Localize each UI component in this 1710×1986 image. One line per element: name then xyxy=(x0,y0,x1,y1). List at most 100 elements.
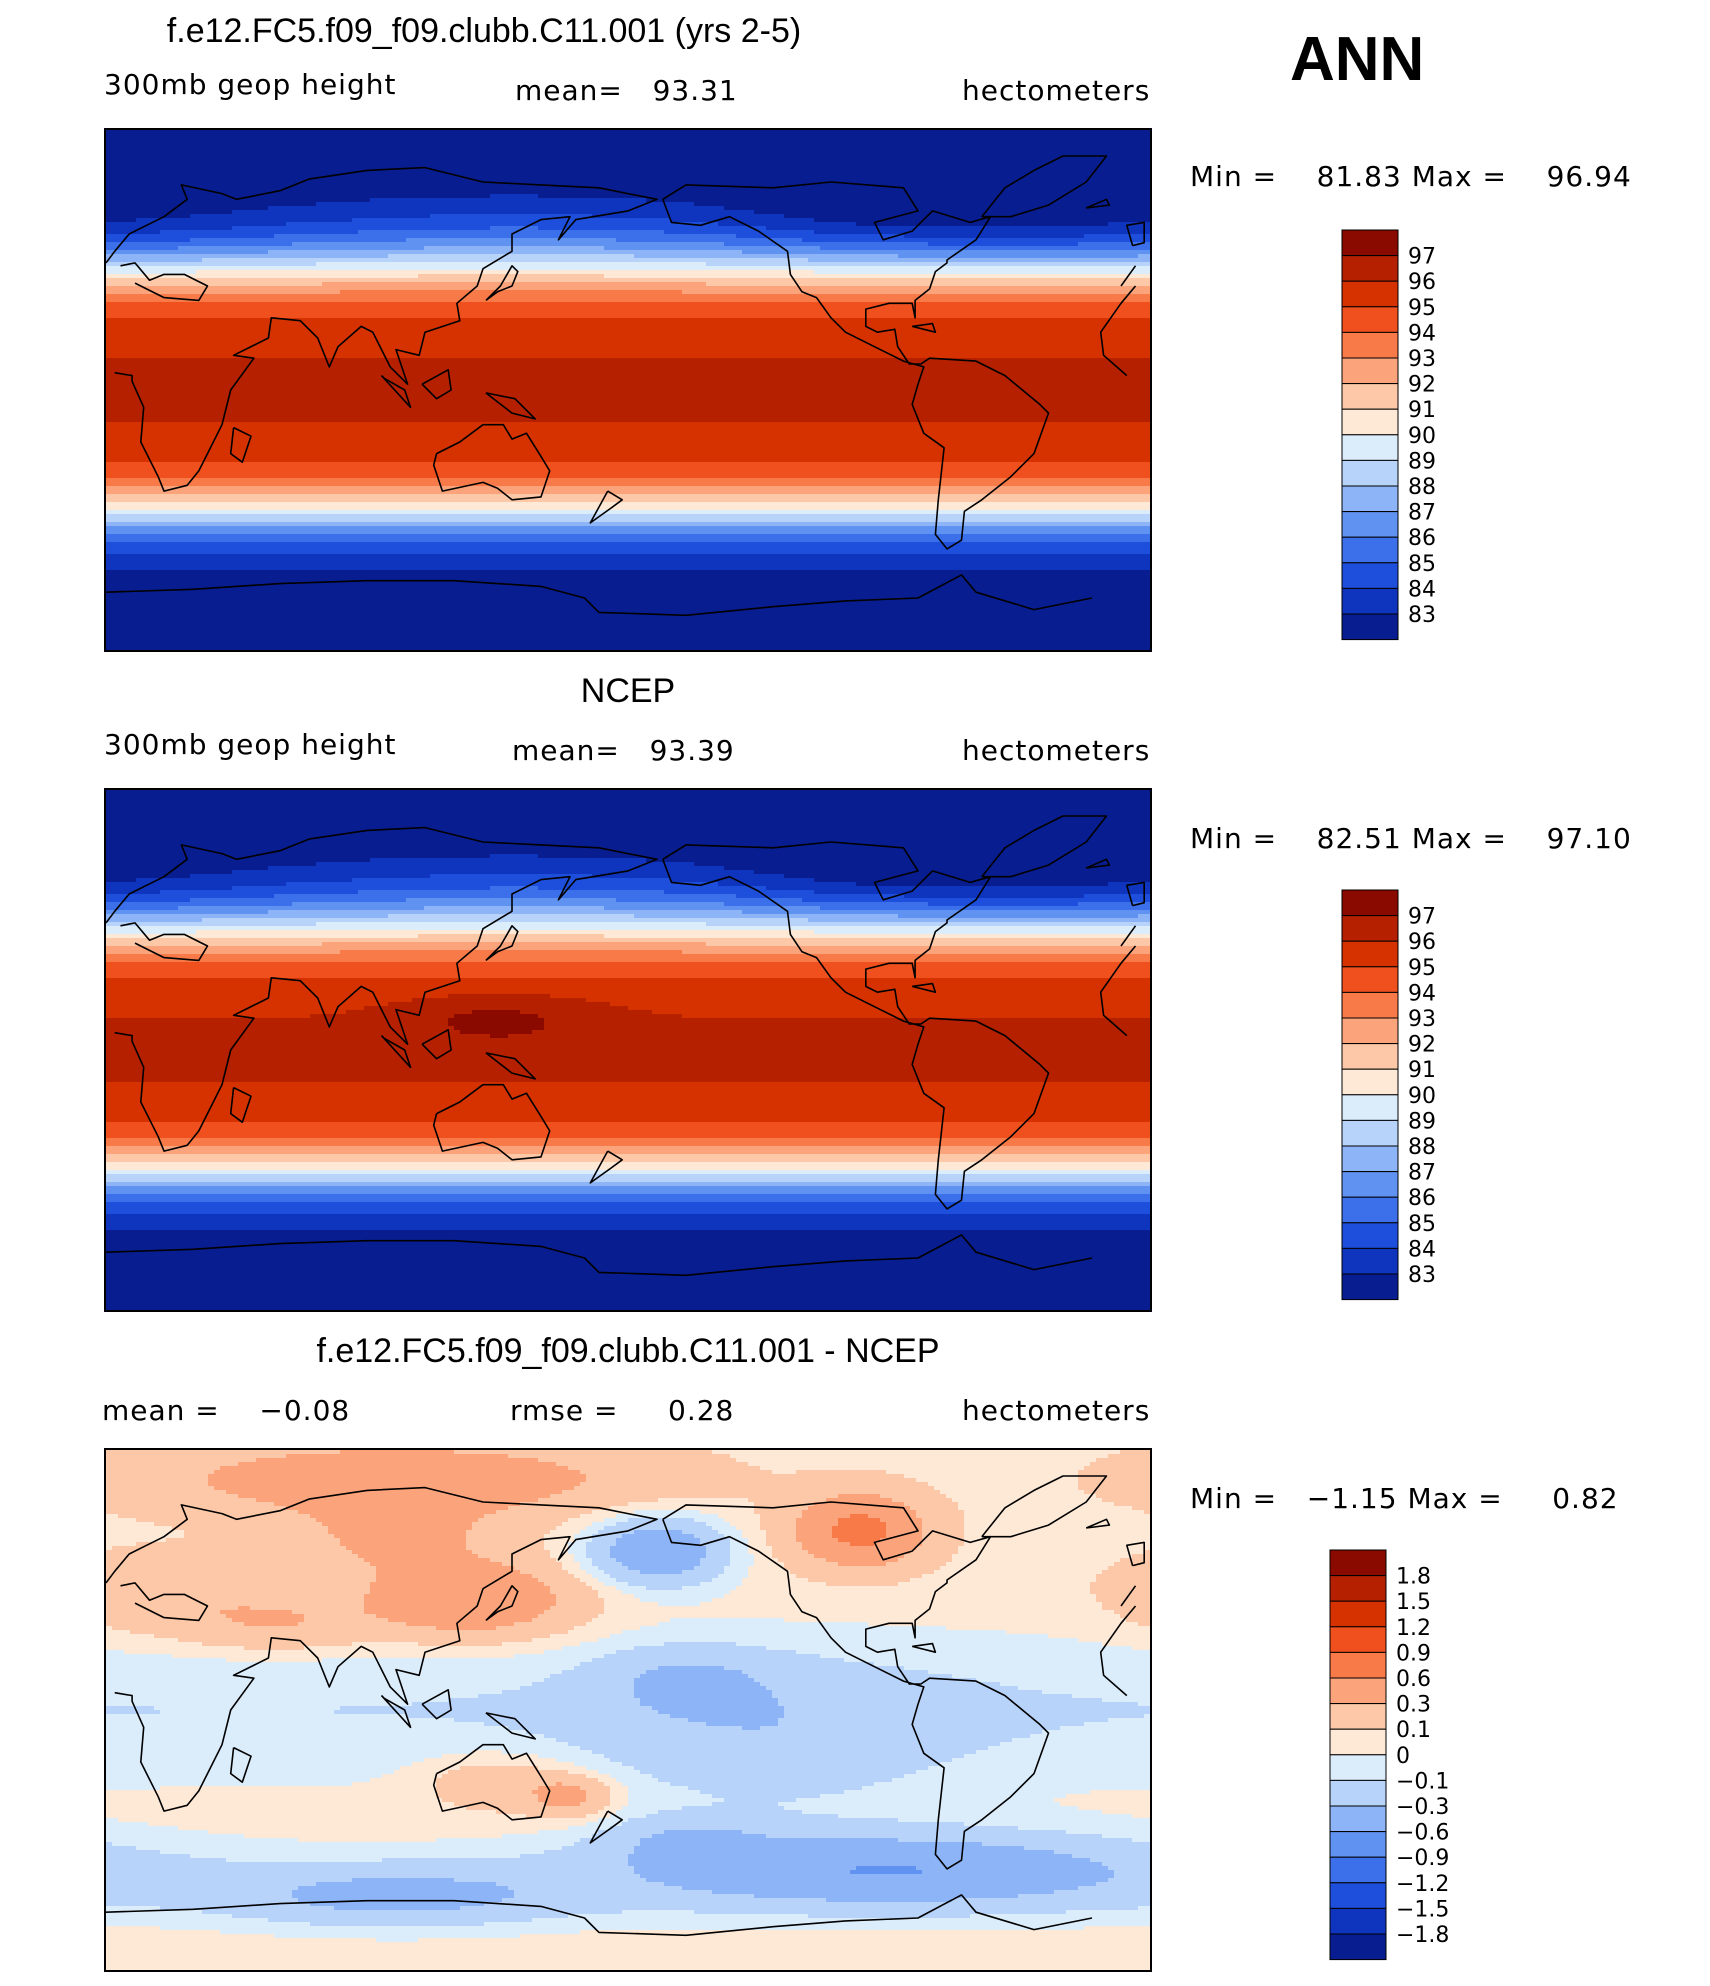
field-cell xyxy=(262,242,269,247)
field-cell xyxy=(136,190,143,195)
field-cell xyxy=(328,242,335,247)
field-cell xyxy=(1096,230,1103,235)
field-cell xyxy=(460,154,467,159)
field-cell xyxy=(424,158,431,163)
field-cell xyxy=(406,214,413,219)
field-cell xyxy=(1144,190,1150,195)
field-cell xyxy=(1018,234,1025,239)
field-cell xyxy=(394,234,401,239)
field-cell xyxy=(922,174,929,179)
field-cell xyxy=(364,230,371,235)
field-cell xyxy=(844,218,851,223)
field-cell xyxy=(1114,226,1121,231)
field-cell xyxy=(904,182,911,187)
field-cell xyxy=(550,162,557,167)
field-cell xyxy=(250,146,257,151)
field-cell xyxy=(340,202,347,207)
field-cell xyxy=(718,166,725,171)
field-cell xyxy=(724,130,731,135)
map-model xyxy=(104,128,1152,652)
field-cell xyxy=(466,146,473,151)
field-cell xyxy=(622,234,629,239)
field-cell xyxy=(406,142,413,147)
field-cell xyxy=(1096,238,1103,243)
field-cell xyxy=(208,174,215,179)
field-cell xyxy=(946,138,953,143)
field-cell xyxy=(166,146,173,151)
field-cell xyxy=(790,242,797,247)
field-cell xyxy=(208,214,215,219)
field-cell xyxy=(1132,202,1139,207)
field-cell xyxy=(904,226,911,231)
field-cell xyxy=(478,230,485,235)
field-cell xyxy=(592,162,599,167)
field-cell xyxy=(136,158,143,163)
field-cell xyxy=(286,222,293,227)
field-cell xyxy=(310,226,317,231)
field-cell xyxy=(946,154,953,159)
field-cell xyxy=(394,238,401,243)
field-cell xyxy=(946,194,953,199)
field-cell xyxy=(1066,130,1073,135)
field-cell xyxy=(1084,238,1091,243)
field-cell xyxy=(604,134,611,139)
field-cell xyxy=(268,222,275,227)
field-cell xyxy=(160,238,167,243)
field-cell xyxy=(370,194,377,199)
field-cell xyxy=(310,190,317,195)
field-cell xyxy=(172,242,179,247)
field-cell xyxy=(1096,234,1103,239)
field-cell xyxy=(574,230,581,235)
field-cell xyxy=(262,166,269,171)
field-cell xyxy=(304,210,311,215)
field-cell xyxy=(796,170,803,175)
field-cell xyxy=(232,178,239,183)
field-cell xyxy=(154,202,161,207)
field-cell xyxy=(976,170,983,175)
field-cell xyxy=(766,214,773,219)
field-cell xyxy=(250,230,257,235)
field-cell xyxy=(1018,134,1025,139)
field-cell xyxy=(148,166,155,171)
field-cell xyxy=(1120,210,1127,215)
field-cell xyxy=(460,162,467,167)
field-cell xyxy=(1132,130,1139,135)
field-cell xyxy=(220,150,227,155)
field-cell xyxy=(1018,150,1025,155)
field-cell xyxy=(1102,230,1109,235)
field-cell xyxy=(772,162,779,167)
field-cell xyxy=(652,214,659,219)
field-cell xyxy=(1114,154,1121,159)
field-cell xyxy=(598,170,605,175)
field-cell xyxy=(478,142,485,147)
field-cell xyxy=(544,166,551,171)
field-cell xyxy=(346,206,353,211)
field-cell xyxy=(952,238,959,243)
field-cell xyxy=(658,210,665,215)
field-cell xyxy=(124,194,131,199)
field-cell xyxy=(316,186,323,191)
field-cell xyxy=(832,134,839,139)
field-cell xyxy=(838,190,845,195)
field-cell xyxy=(334,134,341,139)
field-cell xyxy=(976,186,983,191)
field-cell xyxy=(394,170,401,175)
field-cell xyxy=(358,222,365,227)
field-cell xyxy=(214,238,221,243)
field-cell xyxy=(148,190,155,195)
field-cell xyxy=(736,166,743,171)
field-cell xyxy=(724,154,731,159)
field-cell xyxy=(1024,162,1031,167)
field-cell xyxy=(1132,238,1139,243)
field-cell xyxy=(862,218,869,223)
field-cell xyxy=(742,190,749,195)
field-cell xyxy=(562,166,569,171)
field-cell xyxy=(844,194,851,199)
field-cell xyxy=(1000,150,1007,155)
field-cell xyxy=(406,154,413,159)
field-cell xyxy=(526,174,533,179)
field-cell xyxy=(256,182,263,187)
field-cell xyxy=(394,182,401,187)
field-cell xyxy=(1018,222,1025,227)
field-cell xyxy=(1090,138,1097,143)
